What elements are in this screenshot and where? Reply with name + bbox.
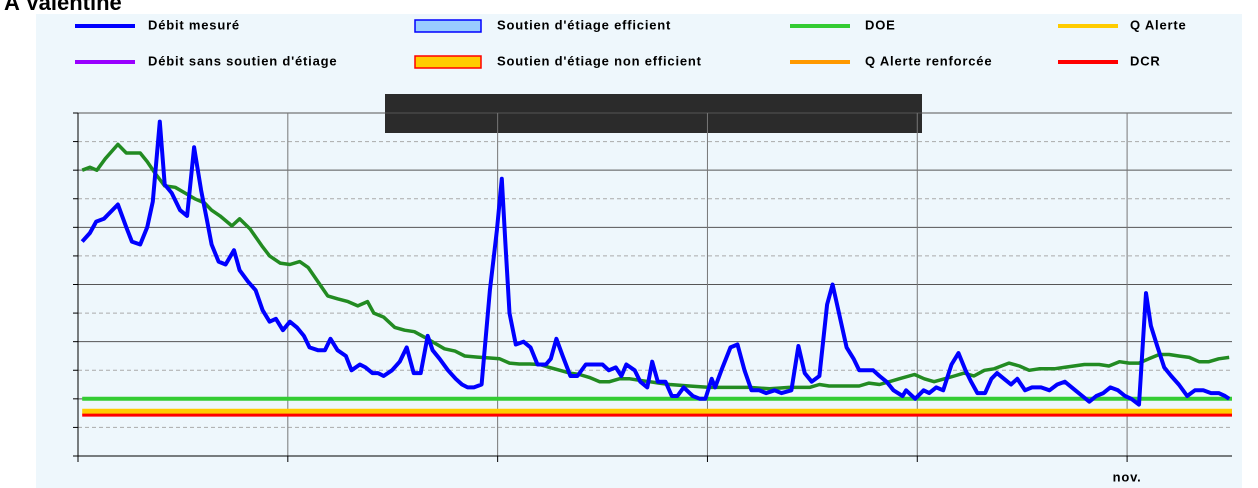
legend: Débit mesuré Débit sans soutien d'étiage S… <box>75 17 1187 69</box>
legend-label: DOE <box>865 17 896 32</box>
lines <box>80 119 1232 417</box>
series-line <box>81 142 1230 391</box>
legend-label: Soutien d'étiage efficient <box>497 17 671 32</box>
legend-label: Débit sans soutien d'étiage <box>148 53 337 68</box>
legend-label: Débit mesuré <box>148 17 240 32</box>
legend-label: Soutien d'étiage non efficient <box>497 53 702 68</box>
legend-label: DCR <box>1130 53 1161 68</box>
legend-swatch <box>414 55 482 69</box>
chart-background <box>36 14 1242 488</box>
x-tick-label: nov. <box>1113 469 1142 484</box>
legend-label: Q Alerte <box>1130 17 1187 32</box>
legend-swatch <box>414 19 482 33</box>
legend-label: Q Alerte renforcée <box>865 53 992 68</box>
series-line <box>80 119 1231 407</box>
chart-title: A Valentine <box>4 0 122 15</box>
